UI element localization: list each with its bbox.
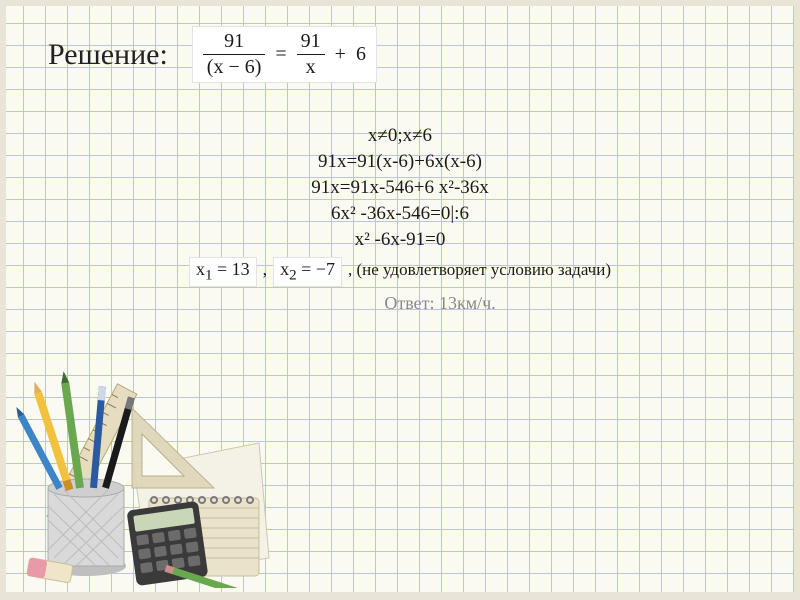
roots-row: x1 = 13 , x2 = −7 , (не удовлетворяет ус… <box>30 257 770 287</box>
step-line: 6x² -36x-546=0|:6 <box>30 203 770 225</box>
paper-edge <box>0 592 800 600</box>
fraction-numerator: 91 <box>297 31 325 52</box>
final-answer: Ответ: 13км/ч. <box>30 293 770 314</box>
solution-steps: x≠0;x≠6 91x=91(x-6)+6x(x-6) 91x=91x-546+… <box>30 125 770 314</box>
paper-edge <box>794 0 800 600</box>
root-var: x <box>196 259 205 279</box>
constant-term: 6 <box>356 43 366 66</box>
fraction-denominator: x <box>302 57 320 78</box>
paper-edge <box>0 0 6 600</box>
fraction-bar <box>297 54 325 55</box>
root-subscript: 2 <box>289 268 297 284</box>
root-x1: x1 = 13 <box>189 257 257 287</box>
fraction-right: 91 x <box>297 31 325 78</box>
fraction-bar <box>203 54 266 55</box>
root-x2: x2 = −7 <box>273 257 342 287</box>
root-value: = 13 <box>212 259 249 279</box>
stationery-illustration <box>14 348 274 588</box>
root-rejection-note: , (не удовлетворяет условию задачи) <box>348 260 611 280</box>
step-line: 91x=91x-546+6 x²-36x <box>30 177 770 199</box>
fraction-denominator: (x − 6) <box>203 57 266 78</box>
pencil-cup-icon <box>46 479 126 576</box>
calculator-icon <box>126 501 208 586</box>
root-value: = −7 <box>297 259 335 279</box>
root-var: x <box>280 259 289 279</box>
roots-comma: , <box>263 259 268 280</box>
step-line: x² -6x-91=0 <box>30 229 770 251</box>
set-square-icon <box>132 408 214 488</box>
fraction-left: 91 (x − 6) <box>203 31 266 78</box>
step-line: 91x=91(x-6)+6x(x-6) <box>30 151 770 173</box>
step-line: x≠0;x≠6 <box>30 125 770 147</box>
plus-sign: + <box>333 43 348 66</box>
fraction-numerator: 91 <box>220 31 248 52</box>
equals-sign: = <box>273 43 288 66</box>
page-title: Решение: <box>48 38 168 72</box>
paper-edge <box>0 0 800 6</box>
main-equation: 91 (x − 6) = 91 x + 6 <box>192 26 377 83</box>
